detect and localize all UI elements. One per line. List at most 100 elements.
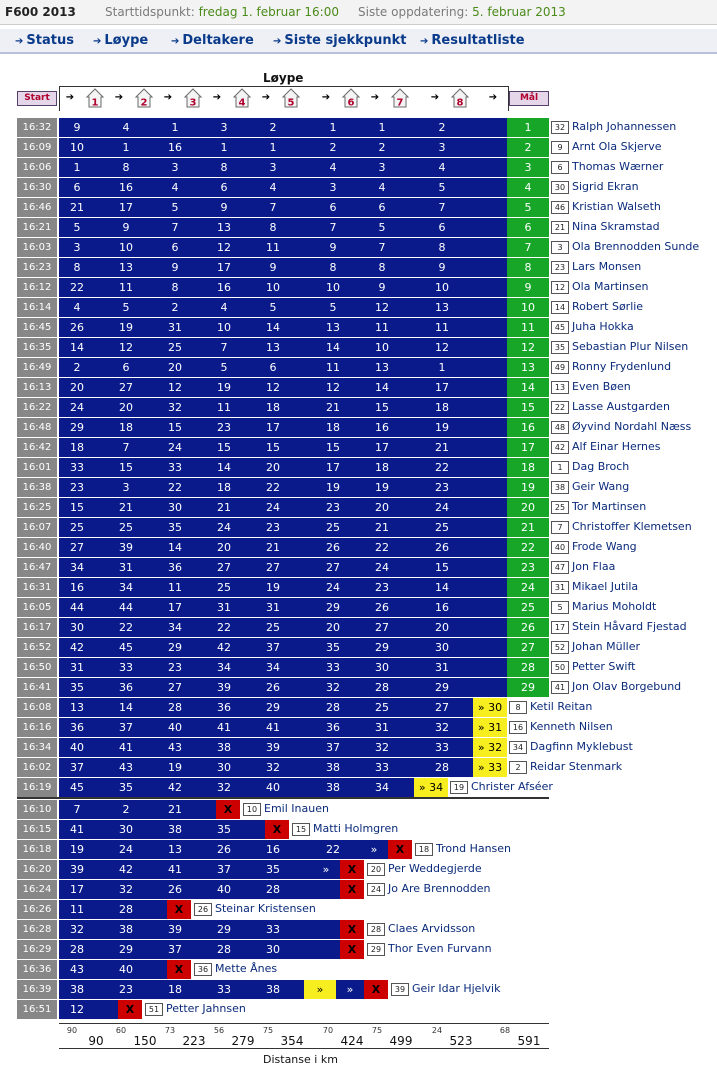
participant-row[interactable]: 16:40 27 39 14 20 21 26 22 26 22 40 Frode Wang — [0, 538, 717, 557]
participant-name[interactable]: Petter Jahnsen — [166, 1002, 246, 1015]
participant-name[interactable]: Juha Hokka — [572, 320, 634, 333]
participant-name[interactable]: Alf Einar Hernes — [572, 440, 661, 453]
participant-name[interactable]: Emil Inauen — [264, 802, 329, 815]
participant-name[interactable]: Ketil Reitan — [530, 700, 593, 713]
participant-row[interactable]: 16:19 45 35 42 32 40 38 34 » 34 19 Christer Afséer — [0, 778, 717, 797]
participant-row[interactable]: 16:10 7 2 21 X 10 Emil Inauen — [0, 800, 717, 819]
participant-row[interactable]: 16:41 35 36 27 39 26 32 28 29 29 41 Jon Olav Borgeb… — [0, 678, 717, 697]
cabin-icon[interactable]: 5 — [281, 88, 301, 109]
participant-name[interactable]: Dagfinn Myklebust — [530, 740, 633, 753]
participant-name[interactable]: Ola Martinsen — [572, 280, 649, 293]
participant-row[interactable]: 16:52 42 45 29 42 37 35 29 30 27 52 Johan Müller — [0, 638, 717, 657]
participant-row[interactable]: 16:13 20 27 12 19 12 12 14 17 14 13 Even Bøen — [0, 378, 717, 397]
participant-row[interactable]: 16:46 21 17 5 9 7 6 6 7 5 46 Kristian Walseth — [0, 198, 717, 217]
participant-name[interactable]: Øyvind Nordahl Næss — [572, 420, 692, 433]
start-button[interactable]: Start — [17, 91, 57, 106]
participant-name[interactable]: Nina Skramstad — [572, 220, 660, 233]
participant-name[interactable]: Petter Swift — [572, 660, 636, 673]
participant-row[interactable]: 16:50 31 33 23 34 34 33 30 31 28 50 Petter Swift — [0, 658, 717, 677]
participant-row[interactable]: 16:34 40 41 43 38 39 37 32 33 » 32 34 Dagfinn Mykle… — [0, 738, 717, 757]
participant-name[interactable]: Sebastian Plur Nilsen — [572, 340, 689, 353]
participant-row[interactable]: 16:45 26 19 31 10 14 13 11 11 11 45 Juha Hokka — [0, 318, 717, 337]
participant-name[interactable]: Christoffer Klemetsen — [572, 520, 692, 533]
participant-name[interactable]: Frode Wang — [572, 540, 637, 553]
participant-row[interactable]: 16:36 43 40 X 36 Mette Ånes — [0, 960, 717, 979]
participant-name[interactable]: Geir Idar Hjelvik — [412, 982, 501, 995]
participant-name[interactable]: Geir Wang — [572, 480, 630, 493]
menu-status[interactable]: ➔ Status — [15, 33, 74, 48]
participant-name[interactable]: Ronny Frydenlund — [572, 360, 672, 373]
participant-row[interactable]: 16:38 23 3 22 18 22 19 19 23 19 38 Geir Wang — [0, 478, 717, 497]
participant-name[interactable]: Thomas Wærner — [572, 160, 664, 173]
participant-name[interactable]: Ola Brennodden Sunde — [572, 240, 700, 253]
participant-row[interactable]: 16:49 2 6 20 5 6 11 13 1 13 49 Ronny Frydenlund — [0, 358, 717, 377]
cabin-icon[interactable]: 6 — [341, 88, 361, 109]
participant-name[interactable]: Mette Ånes — [215, 962, 278, 975]
participant-name[interactable]: Trond Hansen — [436, 842, 512, 855]
participant-row[interactable]: 16:32 9 4 1 3 2 1 1 2 1 32 Ralph Johannessen — [0, 118, 717, 137]
participant-name[interactable]: Johan Müller — [572, 640, 641, 653]
participant-name[interactable]: Kristian Walseth — [572, 200, 661, 213]
participant-name[interactable]: Jo Are Brennodden — [388, 882, 491, 895]
participant-row[interactable]: 16:29 28 29 37 28 30 X 29 Thor Even Furvann — [0, 940, 717, 959]
cabin-icon[interactable]: 8 — [450, 88, 470, 109]
participant-row[interactable]: 16:26 11 28 X 26 Steinar Kristensen — [0, 900, 717, 919]
participant-row[interactable]: 16:20 39 42 41 37 35 » X 20 Per Weddegjerde — [0, 860, 717, 879]
participant-row[interactable]: 16:07 25 25 35 24 23 25 21 25 21 7 Christoffer Klem… — [0, 518, 717, 537]
participant-name[interactable]: Even Bøen — [572, 380, 631, 393]
participant-row[interactable]: 16:24 17 32 26 40 28 X 24 Jo Are Brennodden — [0, 880, 717, 899]
participant-name[interactable]: Sigrid Ekran — [572, 180, 639, 193]
participant-row[interactable]: 16:09 10 1 16 1 1 2 2 3 2 9 Arnt Ola Skjerve — [0, 138, 717, 157]
participant-name[interactable]: Steinar Kristensen — [215, 902, 316, 915]
participant-name[interactable]: Mikael Jutila — [572, 580, 639, 593]
participant-name[interactable]: Robert Sørlie — [572, 300, 644, 313]
participant-name[interactable]: Arnt Ola Skjerve — [572, 140, 662, 153]
participant-row[interactable]: 16:35 14 12 25 7 13 14 10 12 12 35 Sebastian Plur N… — [0, 338, 717, 357]
menu-siste-sjekkpunkt[interactable]: ➔ Siste sjekkpunkt — [273, 33, 406, 48]
participant-row[interactable]: 16:39 38 23 18 33 38 » » X 39 Geir Idar Hjelvik — [0, 980, 717, 999]
menu-loype[interactable]: ➔ Løype — [93, 33, 148, 48]
participant-row[interactable]: 16:23 8 13 9 17 9 8 8 9 8 23 Lars Monsen — [0, 258, 717, 277]
participant-row[interactable]: 16:31 16 34 11 25 19 24 23 14 24 31 Mikael Jutila — [0, 578, 717, 597]
participant-name[interactable]: Jon Olav Borgebund — [572, 680, 682, 693]
participant-name[interactable]: Dag Broch — [572, 460, 630, 473]
participant-row[interactable]: 16:17 30 22 34 22 25 20 27 20 26 17 Stein Håvard Fj… — [0, 618, 717, 637]
cabin-icon[interactable]: 1 — [85, 88, 105, 109]
participant-row[interactable]: 16:51 12 X 51 Petter Jahnsen — [0, 1000, 717, 1019]
finish-button[interactable]: Mål — [509, 91, 549, 106]
participant-row[interactable]: 16:18 19 24 13 26 16 22 » X 18 Trond Hansen — [0, 840, 717, 859]
participant-row[interactable]: 16:14 4 5 2 4 5 5 12 13 10 14 Robert Sørlie — [0, 298, 717, 317]
participant-row[interactable]: 16:01 33 15 33 14 20 17 18 22 18 1 Dag Broch — [0, 458, 717, 477]
participant-row[interactable]: 16:25 15 21 30 21 24 23 20 24 20 25 Tor Martinsen — [0, 498, 717, 517]
participant-row[interactable]: 16:22 24 20 32 11 18 21 15 18 15 22 Lasse Austgarde… — [0, 398, 717, 417]
participant-row[interactable]: 16:12 22 11 8 16 10 10 9 10 9 12 Ola Martinsen — [0, 278, 717, 297]
participant-name[interactable]: Lasse Austgarden — [572, 400, 670, 413]
participant-name[interactable]: Thor Even Furvann — [388, 942, 492, 955]
menu-resultatliste[interactable]: ➔ Resultatliste — [420, 33, 525, 48]
participant-row[interactable]: 16:47 34 31 36 27 27 27 24 15 23 47 Jon Flaa — [0, 558, 717, 577]
participant-name[interactable]: Ralph Johannessen — [572, 120, 677, 133]
participant-row[interactable]: 16:03 3 10 6 12 11 9 7 8 7 3 Ola Brennodden Sunde — [0, 238, 717, 257]
participant-row[interactable]: 16:02 37 43 19 30 32 38 33 28 » 33 2 Reidar Stenmar… — [0, 758, 717, 777]
menu-deltakere[interactable]: ➔ Deltakere — [171, 33, 254, 48]
participant-row[interactable]: 16:16 36 37 40 41 41 36 31 32 » 31 16 Kenneth Nilse… — [0, 718, 717, 737]
cabin-icon[interactable]: 7 — [390, 88, 410, 109]
participant-row[interactable]: 16:48 29 18 15 23 17 18 16 19 16 48 Øyvind Nordahl … — [0, 418, 717, 437]
participant-name[interactable]: Tor Martinsen — [572, 500, 647, 513]
participant-name[interactable]: Matti Holmgren — [313, 822, 399, 835]
participant-name[interactable]: Claes Arvidsson — [388, 922, 476, 935]
cabin-icon[interactable]: 2 — [134, 88, 154, 109]
participant-row[interactable]: 16:21 5 9 7 13 8 7 5 6 6 21 Nina Skramstad — [0, 218, 717, 237]
participant-name[interactable]: Reidar Stenmark — [530, 760, 623, 773]
participant-name[interactable]: Marius Moholdt — [572, 600, 657, 613]
participant-name[interactable]: Per Weddegjerde — [388, 862, 482, 875]
participant-name[interactable]: Jon Flaa — [572, 560, 616, 573]
participant-row[interactable]: 16:08 13 14 28 36 29 28 25 27 » 30 8 Ketil Reitan — [0, 698, 717, 717]
participant-row[interactable]: 16:28 32 38 39 29 33 X 28 Claes Arvidsson — [0, 920, 717, 939]
cabin-icon[interactable]: 4 — [232, 88, 252, 109]
participant-name[interactable]: Kenneth Nilsen — [530, 720, 613, 733]
participant-name[interactable]: Stein Håvard Fjestad — [572, 620, 687, 633]
participant-name[interactable]: Christer Afséer — [471, 780, 553, 793]
participant-row[interactable]: 16:42 18 7 24 15 15 15 17 21 17 42 Alf Einar Hernes — [0, 438, 717, 457]
participant-name[interactable]: Lars Monsen — [572, 260, 642, 273]
